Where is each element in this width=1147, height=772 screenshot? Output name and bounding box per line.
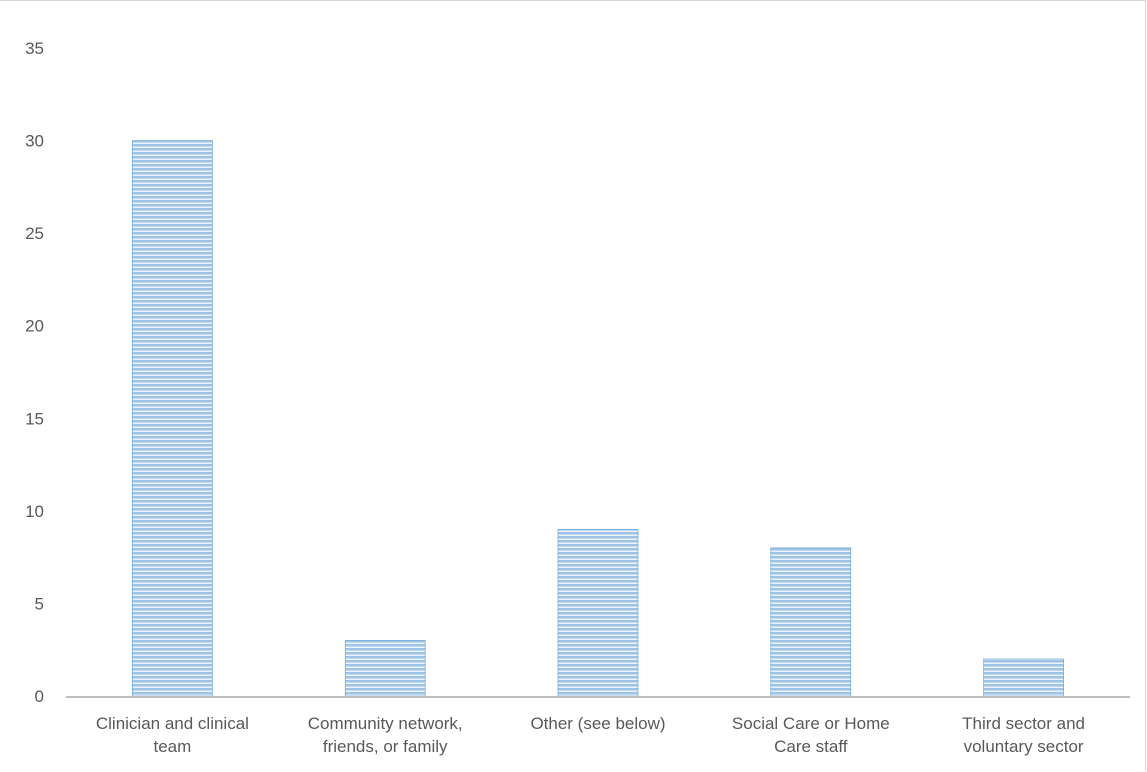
bar xyxy=(557,529,639,697)
y-tick-label: 25 xyxy=(25,224,44,243)
x-axis-category-labels: Clinician and clinical team Community netw… xyxy=(96,714,1085,756)
x-category-label: Social Care or Home Care staff xyxy=(732,714,890,756)
bar xyxy=(983,658,1064,697)
y-axis-tick-labels: 0 5 10 15 20 25 30 35 xyxy=(25,39,44,706)
bar xyxy=(132,140,213,697)
y-tick-label: 5 xyxy=(35,594,44,613)
x-category-label: Community network, friends, or family xyxy=(308,714,463,756)
y-tick-label: 10 xyxy=(25,502,44,521)
y-tick-label: 20 xyxy=(25,317,44,336)
bar xyxy=(770,547,852,697)
y-tick-label: 30 xyxy=(25,132,44,151)
bars xyxy=(132,140,1064,697)
y-tick-label: 35 xyxy=(25,39,44,58)
x-category-label: Third sector and voluntary sector xyxy=(962,714,1085,756)
y-tick-label: 0 xyxy=(35,687,44,706)
y-tick-label: 15 xyxy=(25,409,44,428)
x-category-label: Clinician and clinical team xyxy=(96,714,249,756)
x-category-label: Other (see below) xyxy=(530,714,665,733)
bar xyxy=(344,640,426,697)
